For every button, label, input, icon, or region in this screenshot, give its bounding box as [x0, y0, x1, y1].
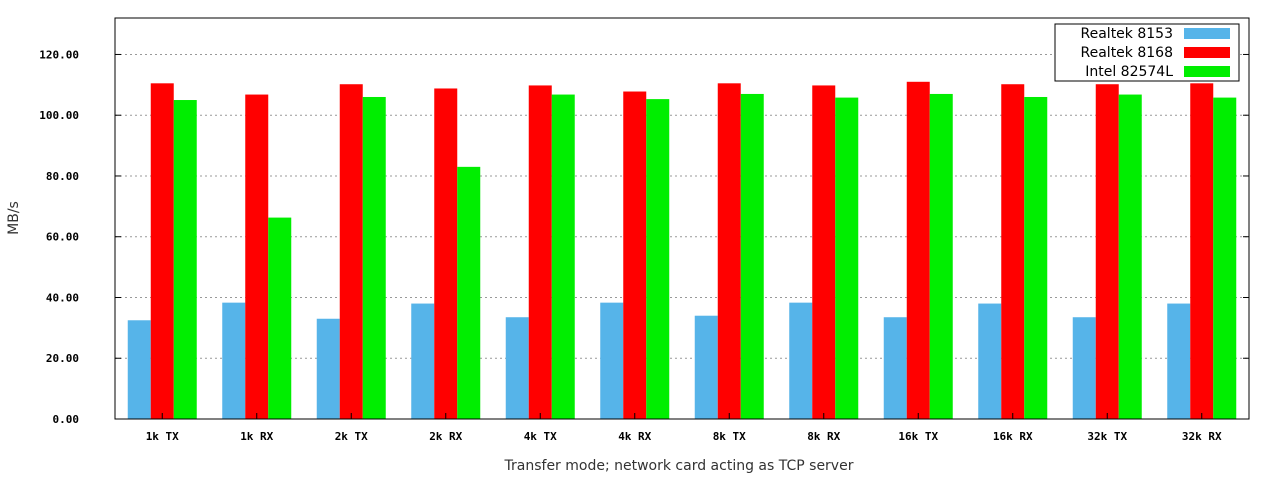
- bar: [316, 318, 340, 419]
- bar: [245, 94, 269, 420]
- bar: [505, 317, 529, 419]
- bar: [929, 93, 953, 420]
- y-tick-label: 0.00: [53, 413, 80, 426]
- x-tick-label: 1k RX: [240, 430, 273, 443]
- bar: [694, 315, 718, 419]
- bar: [978, 303, 1002, 419]
- x-tick-label: 8k RX: [807, 430, 840, 443]
- x-tick-label: 8k TX: [713, 430, 746, 443]
- y-tick-label: 40.00: [46, 291, 79, 304]
- bar: [812, 85, 836, 419]
- legend-label: Realtek 8153: [1081, 26, 1173, 42]
- x-tick-label: 32k RX: [1182, 430, 1222, 443]
- bar: [600, 302, 624, 419]
- bar: [835, 97, 859, 420]
- y-tick-label: 80.00: [46, 170, 79, 183]
- x-tick-label: 4k RX: [618, 430, 651, 443]
- y-tick-label: 100.00: [39, 109, 79, 122]
- legend-label: Intel 82574L: [1085, 64, 1173, 80]
- bar: [1095, 84, 1119, 419]
- bar: [883, 317, 907, 419]
- x-tick-label: 16k RX: [993, 430, 1033, 443]
- x-tick-label: 32k TX: [1087, 430, 1127, 443]
- x-tick-label: 16k TX: [898, 430, 938, 443]
- bar: [1001, 84, 1025, 419]
- legend: Realtek 8153 Realtek 8168 Intel 82574L: [1054, 23, 1240, 82]
- legend-swatch: [1184, 47, 1230, 58]
- bar: [127, 320, 151, 419]
- y-axis-title: MB/s: [6, 201, 22, 235]
- legend-swatch: [1184, 66, 1230, 77]
- y-tick-labels: 0.00 20.00 40.00 60.00 80.00 100.00 120.00: [39, 48, 1249, 426]
- bar: [434, 88, 458, 419]
- x-tick-label: 1k TX: [146, 430, 179, 443]
- bar: [528, 85, 552, 419]
- bar: [457, 166, 481, 419]
- bar: [906, 81, 930, 419]
- y-tick-label: 20.00: [46, 352, 79, 365]
- bar: [717, 83, 741, 419]
- bar: [740, 93, 764, 420]
- bar: [1167, 303, 1191, 419]
- bar: [1024, 96, 1048, 419]
- plot-frame: [114, 17, 1250, 420]
- bar: [623, 91, 647, 420]
- x-tick-labels: 1k TX 1k RX 2k TX 2k RX 4k TX 4k RX 8k TX 8k RX…: [146, 413, 1222, 443]
- x-axis-title: Transfer mode; network card acting as TC…: [504, 458, 854, 474]
- legend-label: Realtek 8168: [1081, 45, 1173, 61]
- bar: [1190, 83, 1214, 419]
- legend-swatch: [1184, 28, 1230, 39]
- x-tick-label: 4k TX: [524, 430, 557, 443]
- y-tick-label: 60.00: [46, 231, 79, 244]
- bar: [339, 84, 363, 419]
- bar: [789, 302, 813, 419]
- bar: [551, 94, 575, 420]
- x-tick-label: 2k TX: [335, 430, 368, 443]
- bar: [173, 100, 197, 419]
- bar: [1118, 94, 1142, 420]
- bars: [127, 81, 1237, 420]
- bar: [1213, 97, 1237, 420]
- bar: [362, 96, 386, 419]
- bar: [268, 217, 292, 419]
- bar: [411, 303, 435, 419]
- y-tick-label: 120.00: [39, 48, 79, 61]
- bar: [1072, 317, 1096, 419]
- bar: [150, 83, 174, 419]
- bar: [222, 302, 246, 419]
- bar: [646, 99, 670, 420]
- x-tick-label: 2k RX: [429, 430, 462, 443]
